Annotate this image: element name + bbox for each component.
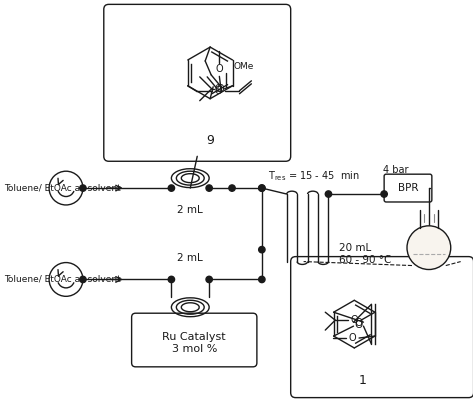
FancyBboxPatch shape: [104, 4, 291, 161]
Circle shape: [168, 185, 174, 191]
Text: O: O: [355, 318, 363, 328]
Text: O: O: [348, 333, 356, 343]
Text: 2 mL: 2 mL: [177, 252, 203, 262]
Text: O: O: [355, 320, 363, 330]
Circle shape: [259, 185, 265, 191]
Text: BPR: BPR: [398, 183, 418, 193]
Circle shape: [407, 226, 451, 270]
FancyBboxPatch shape: [291, 257, 474, 398]
Text: 9: 9: [206, 134, 214, 147]
Text: O: O: [215, 84, 222, 94]
Circle shape: [259, 185, 265, 191]
Text: 60 - 90 °C: 60 - 90 °C: [339, 254, 392, 264]
Text: T$_{\rm res}$ = 15 - 45  min: T$_{\rm res}$ = 15 - 45 min: [268, 169, 359, 183]
Circle shape: [206, 276, 212, 283]
Circle shape: [206, 185, 212, 191]
Circle shape: [168, 276, 174, 283]
Text: O: O: [216, 84, 224, 94]
Circle shape: [259, 276, 265, 283]
Text: 3 mol %: 3 mol %: [172, 344, 217, 354]
Circle shape: [49, 262, 83, 296]
FancyBboxPatch shape: [132, 313, 257, 367]
Circle shape: [49, 171, 83, 205]
Text: Ru Catalyst: Ru Catalyst: [163, 332, 226, 342]
Circle shape: [80, 276, 86, 283]
Text: O: O: [215, 86, 222, 96]
FancyBboxPatch shape: [384, 174, 432, 202]
Text: O: O: [350, 315, 358, 325]
Circle shape: [259, 246, 265, 253]
Text: 1: 1: [358, 374, 366, 387]
Text: OMe: OMe: [233, 62, 254, 72]
Circle shape: [229, 185, 235, 191]
Text: Toluene/ EtOAc as solvent: Toluene/ EtOAc as solvent: [4, 275, 121, 284]
Text: 20 mL: 20 mL: [339, 243, 372, 253]
Text: Toluene/ EtOAc as solvent: Toluene/ EtOAc as solvent: [4, 184, 121, 192]
Text: 4 bar: 4 bar: [383, 165, 409, 175]
Circle shape: [381, 191, 387, 197]
Text: O: O: [216, 64, 223, 74]
Circle shape: [80, 185, 86, 191]
Text: 2 mL: 2 mL: [177, 205, 203, 215]
Circle shape: [325, 191, 332, 197]
